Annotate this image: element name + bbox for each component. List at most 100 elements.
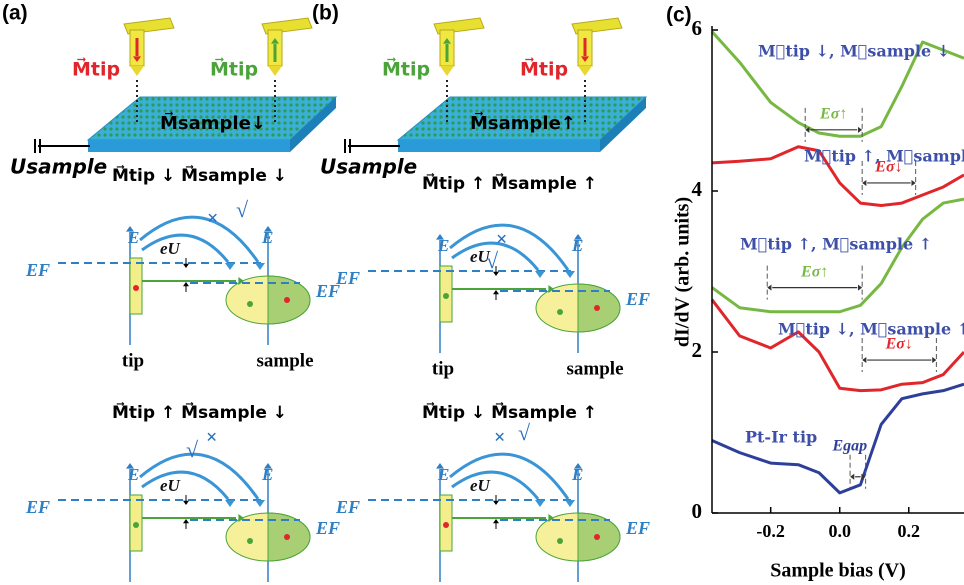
arrow-head [574,234,582,240]
sample-magnetization: M⃗sample↓ [160,112,266,134]
y-tick-label: 0 [692,499,703,523]
y-axis-title: dI/dV (arb. units) [672,197,694,347]
fermi-label: EF [625,289,650,309]
arrow-head [443,38,451,44]
tunnel-arc [451,241,540,271]
curve [711,145,964,207]
energy-label: E [261,465,273,484]
panel-label: (b) [312,2,339,25]
spin-dot [557,309,563,315]
arrow-head [862,357,867,364]
spin-dot [594,305,600,311]
gap-label: Eσ↑ [819,105,847,122]
panel-label: (a) [2,2,28,25]
sample-side [290,97,336,152]
curve-label: M⃗tip ↑, M⃗sample ↑ [740,235,932,254]
arrow-head [436,234,444,240]
arrow-head [565,271,575,278]
arrow-head [535,271,545,278]
arrow-head [862,179,867,186]
arrow-head [255,500,265,507]
tunnel-arc [139,452,260,500]
arrow-head [225,263,235,270]
arrow-head [493,500,499,505]
spin-dot [284,297,290,303]
arrow-head [911,179,916,186]
arrow-head [565,500,575,507]
curve-label: Pt-Ir tip [745,428,817,447]
spin-dot [247,301,253,307]
fermi-label: EF [335,268,360,288]
curve [711,197,964,314]
arrow-head [264,226,272,232]
arrow-head [126,463,134,469]
arrow-head [861,473,866,480]
arrow-head [183,519,189,524]
sample-side [600,97,646,152]
spin-dot [247,538,253,544]
gap-label: Eσ↓ [874,159,902,176]
energy-label: E [127,465,139,484]
tunnel-arc [141,233,230,263]
arrow-head [436,463,444,469]
bias-label: eU [160,476,181,495]
tip-magnetization: M⃗tip [382,57,430,80]
arrow-head [183,263,189,268]
gap-label: Eσ↑ [800,263,828,280]
voltage-label: Usample [320,155,417,179]
spin-dot [443,522,449,528]
fermi-label: EF [25,497,50,517]
arrow-head [932,357,937,364]
arrow-head [255,263,265,270]
arrow-head [225,500,235,507]
tip-apex [130,66,144,76]
arrow-head [581,56,589,62]
sample-front [88,140,290,152]
forbidden-mark: × [494,427,505,449]
tunnel-arc [449,223,570,271]
fermi-label: EF [335,497,360,517]
curve-label: M⃗tip ↑, M⃗sample ↓ [804,147,964,166]
arrow-head [493,519,499,524]
bias-label: eU [470,476,491,495]
x-tick-label: 0.2 [898,521,921,541]
curve [711,382,964,495]
tunnel-arc [139,215,260,263]
arrow-head [183,282,189,287]
forbidden-mark: × [207,208,218,230]
curve [710,30,964,138]
x-axis-title: Sample bias (V) [770,560,906,582]
tip-label: tip [432,358,454,379]
diagram-title: M⃗tip ↓ M⃗sample ↓ [112,164,287,186]
x-tick-label: 0.0 [828,521,851,541]
energy-label: E [261,228,273,247]
tip-magnetization: M⃗tip [72,57,120,80]
y-tick-label: 4 [692,177,703,201]
arrow-head [264,463,272,469]
spin-dot [594,534,600,540]
tip-apex [440,66,454,76]
spin-dot [133,522,139,528]
sample-label: sample [567,358,624,379]
tip-magnetization: M⃗tip [520,57,568,80]
tip-label: tip [122,350,144,371]
arrow-head [805,126,810,133]
gap-label: Egap [832,437,868,454]
spin-dot [284,534,290,540]
arrow-head [548,285,554,293]
allowed-mark: √ [518,420,531,445]
tunnel-arc [449,452,570,500]
fermi-label: EF [25,260,50,280]
energy-label: E [437,465,449,484]
y-tick-label: 2 [692,338,703,362]
sample-front [398,140,600,152]
spin-dot [557,538,563,544]
arrow-head [126,226,134,232]
arrow-head [857,284,863,291]
tip-magnetization: M⃗tip [210,57,258,80]
sample-label: sample [257,350,314,371]
x-tick-label: -0.2 [756,521,785,541]
arrow-head [271,38,279,44]
